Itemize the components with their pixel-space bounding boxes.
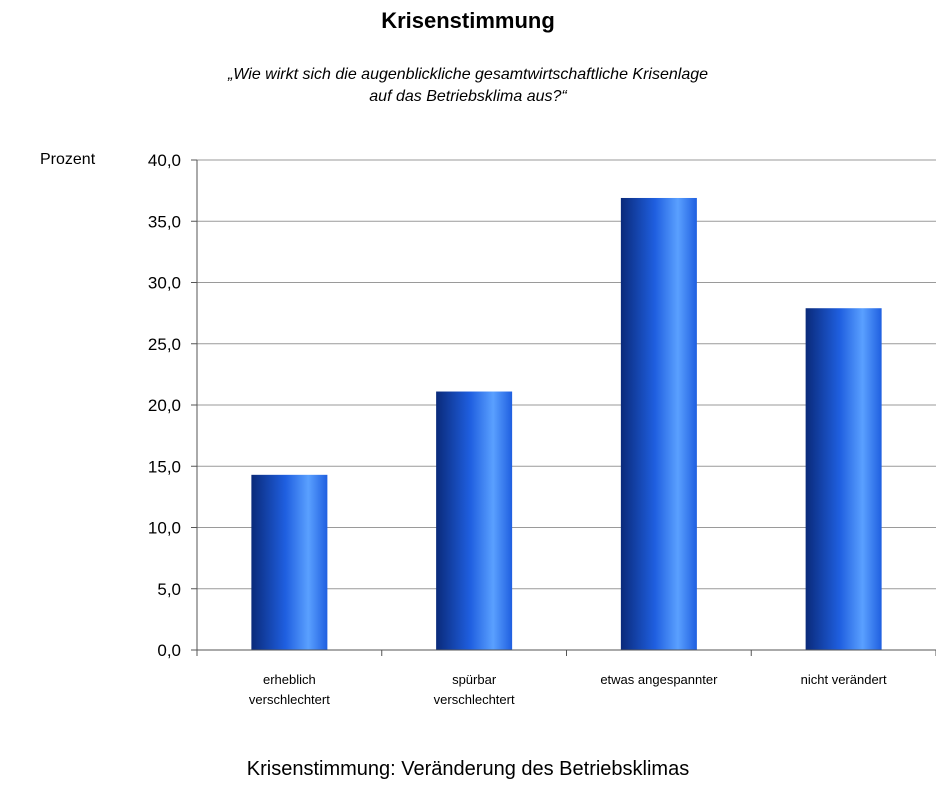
y-tick-label: 0,0 [157,641,181,660]
x-tick-label: verschlechtert [249,692,330,707]
y-tick-label: 15,0 [148,457,181,476]
chart-title: Krisenstimmung [381,8,555,33]
y-tick-label: 30,0 [148,274,181,293]
x-tick-label: spürbar [452,672,497,687]
subtitle-line-1: „Wie wirkt sich die augenblickliche gesa… [227,66,709,83]
y-tick-label: 10,0 [148,519,181,538]
x-tick-label: etwas angespannter [600,672,718,687]
y-tick-label: 40,0 [148,151,181,170]
bar [436,391,513,650]
bar [620,197,697,650]
bar-chart: 0,0 5,0 10,0 15,0 20,0 25,0 30,0 35,0 40,0 erhebl… [148,151,936,707]
chart-caption: Krisenstimmung: Veränderung des Betriebs… [246,758,690,780]
tick-labels: 0,0 5,0 10,0 15,0 20,0 25,0 30,0 35,0 40,0 erhebl… [148,151,887,707]
y-tick-label: 35,0 [148,212,181,231]
x-tick-label: verschlechtert [434,692,515,707]
chart-subtitle: „Wie wirkt sich die augenblickliche gesa… [0,64,936,108]
bar [251,474,328,650]
y-tick-label: 25,0 [148,335,181,354]
y-axis-label: Prozent [40,151,96,168]
subtitle-line-2: auf das Betriebsklima aus?“ [369,88,567,105]
bar [805,308,882,650]
bars [251,197,882,650]
y-tick-label: 5,0 [157,580,181,599]
x-tick-label: nicht verändert [801,672,887,687]
axes [191,159,936,656]
y-tick-label: 20,0 [148,396,181,415]
x-tick-label: erheblich [263,672,316,687]
